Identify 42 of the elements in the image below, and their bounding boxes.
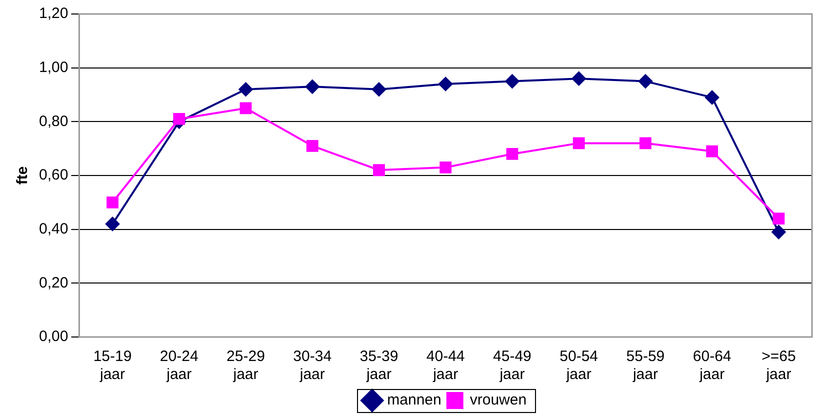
x-tick-label: 15-19 jaar (93, 348, 132, 384)
y-tick-label: 0,00 (38, 328, 68, 346)
point (440, 161, 452, 174)
point (306, 140, 318, 152)
x-tick-label: 60-64 jaar (692, 348, 732, 384)
point (572, 72, 586, 86)
y-tick-label: 0,80 (38, 112, 68, 130)
point (506, 148, 518, 160)
point (173, 113, 186, 125)
x-tick-label: 35-39 jaar (360, 348, 398, 384)
y-tick-label: 1,00 (38, 58, 68, 76)
x-tick-label: 55-59 jaar (626, 348, 665, 384)
x-tick-label: >=65 jaar (762, 348, 796, 384)
point (772, 225, 786, 240)
x-tick-label: 40-44 jaar (426, 348, 465, 384)
legend-label: mannen (387, 392, 442, 409)
legend-label: vrouwen (470, 392, 527, 409)
x-tick-label: 30-34 jaar (293, 348, 332, 384)
point (638, 74, 652, 88)
point (572, 137, 585, 150)
x-tick-label: 45-49 jaar (493, 348, 532, 384)
point (373, 164, 385, 176)
point (238, 82, 253, 96)
point (705, 90, 720, 104)
y-tick-label: 0,60 (38, 166, 68, 184)
y-tick-label: 1,20 (38, 5, 68, 22)
y-axis-title: fte (14, 166, 32, 185)
y-tick-label: 0,20 (38, 274, 68, 292)
point (772, 212, 785, 225)
y-tick-label: 0,40 (38, 220, 68, 238)
point (106, 196, 118, 208)
point (372, 82, 386, 96)
point (640, 137, 652, 150)
point (706, 145, 718, 158)
point (505, 74, 520, 88)
point (106, 216, 120, 231)
point (240, 102, 252, 114)
point (438, 76, 453, 91)
x-tick-label: 50-54 jaar (560, 348, 598, 384)
x-tick-label: 25-29 jaar (226, 348, 265, 384)
point (305, 80, 320, 94)
x-tick-label: 20-24 jaar (160, 348, 198, 384)
